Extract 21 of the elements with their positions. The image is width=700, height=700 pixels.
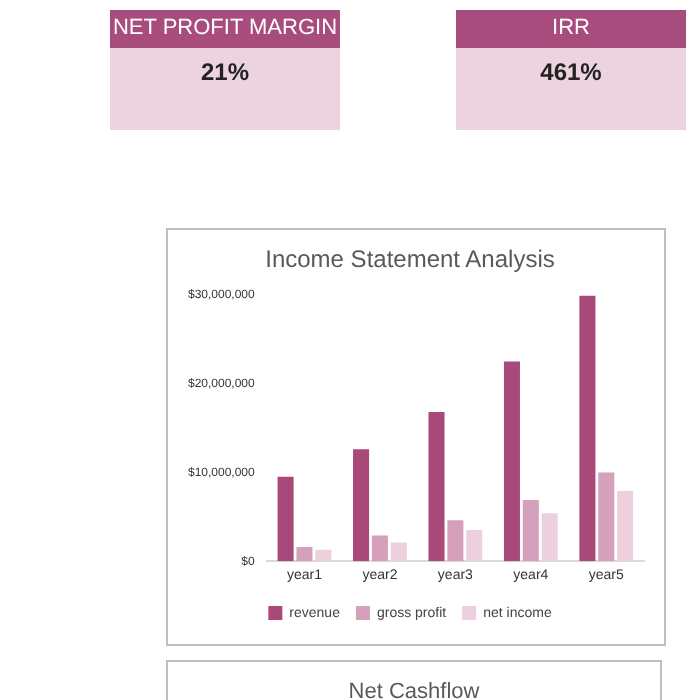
text: 21% [198, 58, 252, 86]
bar [579, 295, 596, 562]
bar [522, 499, 539, 562]
text: 461% [538, 58, 604, 86]
text: IRR [456, 10, 686, 48]
bar [371, 535, 388, 562]
bar [390, 542, 407, 562]
bar [315, 549, 332, 562]
bar [617, 491, 634, 562]
chart-title: Income Statement Analysis [265, 245, 555, 274]
bar [466, 530, 483, 562]
text: Net Cashflow [166, 660, 662, 700]
bar [503, 361, 520, 562]
bar [353, 449, 370, 562]
bar [296, 546, 313, 562]
text: NET PROFIT MARGIN [110, 10, 340, 48]
bar [541, 513, 558, 562]
bar [598, 472, 615, 562]
bar [428, 412, 445, 562]
bar [277, 476, 294, 562]
bar [447, 520, 464, 562]
